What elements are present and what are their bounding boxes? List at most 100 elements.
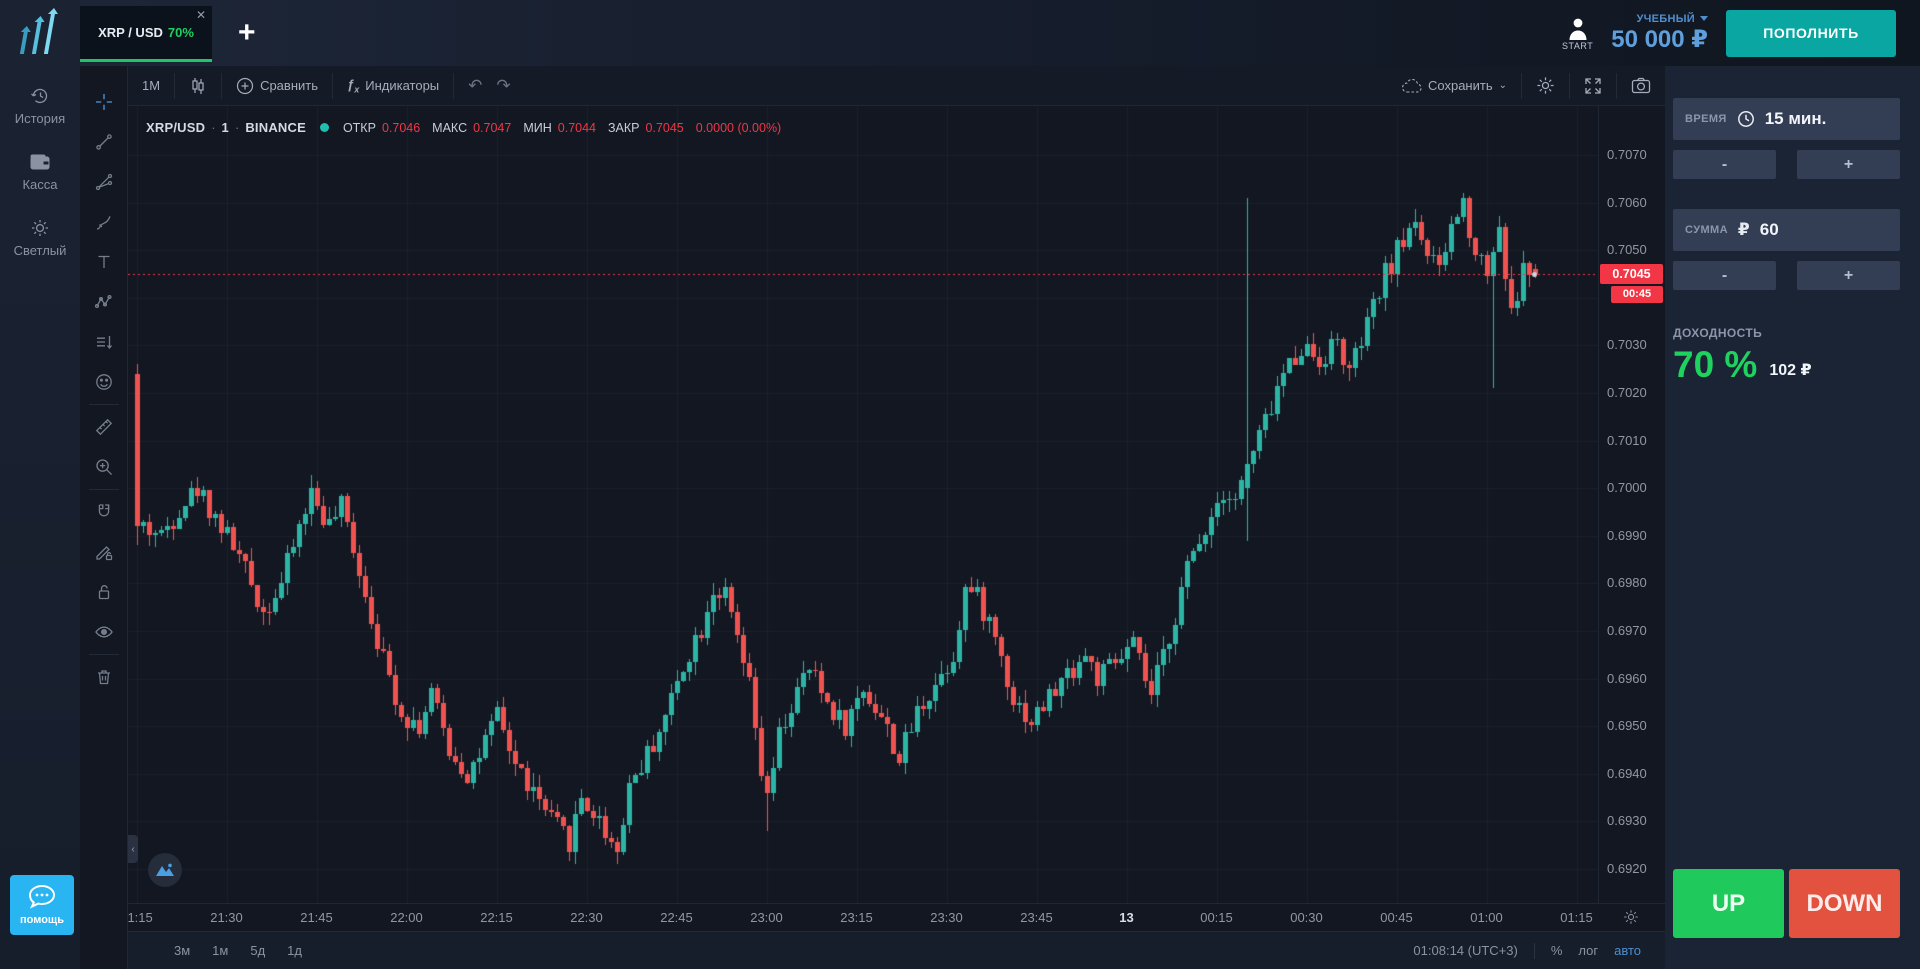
lock-all-icon[interactable]: [94, 582, 114, 602]
time-stepper: - +: [1673, 150, 1900, 179]
amount-setting[interactable]: СУММА ₽ 60: [1673, 209, 1900, 251]
history-icon: [30, 86, 50, 106]
add-asset-button[interactable]: +: [238, 16, 256, 49]
fx-icon: ƒx: [347, 76, 360, 95]
time-tick-label: 00:15: [1200, 910, 1233, 925]
save-chevron-icon: ⌄: [1498, 80, 1507, 91]
indicators-button[interactable]: ƒx Индикаторы: [333, 74, 453, 98]
amount-stepper: - +: [1673, 261, 1900, 290]
price-tick-label: 0.7070: [1607, 147, 1647, 162]
fullscreen-button[interactable]: [1570, 74, 1616, 98]
toolbar-collapse-handle[interactable]: ‹: [128, 835, 138, 863]
ruler-icon[interactable]: [94, 417, 114, 437]
time-tick-label: 23:45: [1020, 910, 1053, 925]
user-icon: [1565, 16, 1591, 40]
undo-icon: ↶: [468, 75, 483, 95]
time-setting[interactable]: ВРЕМЯ 15 мин.: [1673, 98, 1900, 140]
high-label: МАКС: [432, 120, 468, 135]
price-tick-label: 0.7010: [1607, 432, 1647, 448]
brush-icon[interactable]: [94, 212, 114, 232]
asset-tab-symbol: XRP / USD: [98, 25, 163, 40]
deposit-button[interactable]: ПОПОЛНИТЬ: [1726, 9, 1896, 57]
auto-scale-button[interactable]: авто: [1614, 943, 1641, 958]
redo-button[interactable]: ↷: [496, 74, 524, 98]
interval-label: 1M: [142, 78, 161, 93]
range-button-1д[interactable]: 1д: [287, 943, 302, 958]
low-label: МИН: [523, 120, 552, 135]
crosshair-icon[interactable]: [94, 92, 114, 112]
percent-scale-button[interactable]: %: [1550, 943, 1563, 958]
axis-settings-gear-icon[interactable]: [1623, 909, 1639, 925]
down-button[interactable]: DOWN: [1789, 869, 1900, 938]
drawing-mode-lock-icon[interactable]: [94, 542, 114, 562]
drawing-tool-group: [94, 405, 114, 489]
range-button-5д[interactable]: 5д: [250, 943, 266, 958]
save-layout-button[interactable]: Сохранить ⌄: [1388, 74, 1521, 98]
chevron-down-icon: [1700, 16, 1708, 21]
time-label: ВРЕМЯ: [1685, 113, 1727, 125]
legend-separator: ·: [211, 120, 216, 135]
payout-amount: 102 ₽: [1769, 362, 1812, 379]
hide-all-eye-icon[interactable]: [94, 622, 114, 642]
range-button-1м[interactable]: 1м: [212, 943, 229, 958]
time-tick-label: 21:15: [128, 910, 153, 925]
compare-plus-icon: [236, 77, 254, 95]
account-type-dropdown[interactable]: УЧЕБНЫЙ: [1636, 13, 1708, 25]
legend-exchange: BINANCE: [245, 120, 306, 135]
xabcd-pattern-icon[interactable]: [94, 292, 114, 312]
sidebar-item-theme[interactable]: Светлый: [0, 218, 80, 258]
toolbar-separator: [453, 72, 455, 99]
sidebar-item-cashier[interactable]: Касса: [0, 152, 80, 192]
remove-trash-icon[interactable]: [94, 667, 114, 687]
time-tick-label: 22:30: [570, 910, 603, 925]
forecast-icon[interactable]: [94, 332, 114, 352]
chart-settings-button[interactable]: [1522, 74, 1569, 98]
range-button-3м[interactable]: 3м: [174, 943, 191, 958]
time-minus-button[interactable]: -: [1673, 150, 1776, 179]
toolbar-separator: [221, 72, 223, 99]
app-logo-icon[interactable]: [17, 8, 63, 58]
asset-tab[interactable]: ✕ XRP / USD 70%: [80, 6, 212, 62]
time-plus-button[interactable]: +: [1797, 150, 1900, 179]
toolbar-separator: [1616, 72, 1617, 99]
chart-style-button[interactable]: [175, 74, 221, 98]
fib-tools-icon[interactable]: [94, 172, 114, 192]
price-axis[interactable]: 0.7070 0.7060 0.7050 0.7030 0.7020 0.7010 0.70…: [1598, 106, 1665, 903]
order-buttons: UP DOWN: [1673, 869, 1900, 938]
time-value: 15 мин.: [1764, 109, 1827, 128]
interval-button[interactable]: 1M: [128, 74, 174, 98]
price-tick-label: 0.6940: [1607, 765, 1647, 781]
gear-icon: [1536, 76, 1555, 95]
price-tick-label: 0.6990: [1607, 527, 1647, 543]
magnet-icon[interactable]: [94, 502, 114, 522]
amount-label: СУММА: [1685, 224, 1728, 236]
high-value: 0.7047: [473, 120, 512, 135]
close-icon[interactable]: ✕: [195, 8, 206, 22]
up-button[interactable]: UP: [1673, 869, 1784, 938]
log-scale-button[interactable]: лог: [1578, 943, 1599, 958]
market-status-icon: [319, 123, 329, 132]
snapshot-button[interactable]: [1617, 74, 1665, 98]
exchange-watermark-button[interactable]: [148, 853, 182, 887]
amount-plus-button[interactable]: +: [1797, 261, 1900, 290]
toolbar-group-separator: [88, 404, 119, 405]
time-tick-label: 00:30: [1290, 910, 1323, 925]
undo-button[interactable]: ↶: [454, 74, 496, 98]
change-value: 0.0000 (0.00%): [695, 120, 782, 135]
emoji-icon[interactable]: [94, 372, 114, 392]
toolbar-separator: [1521, 72, 1522, 99]
compare-label: Сравнить: [260, 78, 318, 93]
price-tick-label: 0.6950: [1607, 718, 1647, 734]
amount-minus-button[interactable]: -: [1673, 261, 1776, 290]
trend-line-icon[interactable]: [94, 132, 114, 152]
account-avatar[interactable]: START: [1562, 16, 1593, 51]
sidebar-item-history[interactable]: История: [0, 86, 80, 126]
legend-interval: 1: [221, 120, 229, 135]
compare-button[interactable]: Сравнить: [222, 74, 332, 98]
zoom-in-icon[interactable]: [94, 457, 114, 477]
help-button[interactable]: помощь: [10, 875, 74, 935]
text-icon[interactable]: [94, 252, 114, 272]
price-chart-canvas[interactable]: [128, 106, 1598, 903]
time-axis[interactable]: 21:15 21:30 21:45 22:00 22:15 22:30 22:45 23:00…: [128, 903, 1665, 931]
